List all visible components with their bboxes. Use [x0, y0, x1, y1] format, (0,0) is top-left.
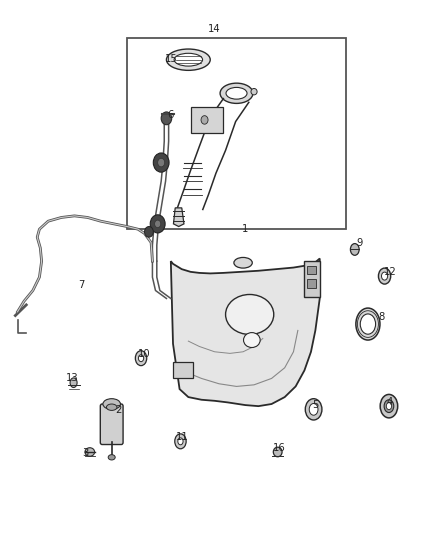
Text: 5: 5: [312, 400, 318, 410]
Ellipse shape: [356, 308, 380, 340]
Ellipse shape: [380, 394, 398, 418]
Text: 13: 13: [66, 374, 78, 383]
Text: 2: 2: [115, 406, 121, 415]
Ellipse shape: [226, 294, 274, 335]
Bar: [127, 38, 346, 229]
Ellipse shape: [108, 455, 115, 460]
Text: 8: 8: [378, 312, 384, 322]
Ellipse shape: [384, 400, 394, 413]
Polygon shape: [173, 208, 184, 227]
Ellipse shape: [309, 403, 318, 415]
Polygon shape: [191, 107, 223, 133]
Text: 3: 3: [82, 448, 88, 458]
Text: 11: 11: [175, 432, 188, 442]
Ellipse shape: [251, 88, 257, 95]
Ellipse shape: [70, 378, 77, 387]
Circle shape: [153, 153, 169, 172]
Bar: [307, 279, 316, 288]
Ellipse shape: [378, 268, 391, 284]
Polygon shape: [304, 261, 320, 297]
Circle shape: [161, 112, 172, 125]
Ellipse shape: [234, 257, 252, 268]
Ellipse shape: [220, 83, 253, 103]
Text: 16: 16: [273, 443, 286, 453]
Ellipse shape: [305, 399, 322, 420]
Ellipse shape: [178, 438, 183, 445]
Circle shape: [155, 220, 161, 228]
Circle shape: [158, 158, 165, 167]
Text: 1: 1: [242, 224, 248, 234]
Ellipse shape: [244, 333, 260, 348]
Text: 14: 14: [208, 25, 220, 34]
Ellipse shape: [350, 244, 359, 255]
Ellipse shape: [360, 314, 375, 334]
Ellipse shape: [273, 447, 282, 457]
Text: 4: 4: [387, 398, 393, 407]
Ellipse shape: [135, 351, 147, 366]
Text: 12: 12: [383, 267, 396, 277]
Text: 7: 7: [78, 280, 84, 290]
FancyBboxPatch shape: [100, 404, 123, 445]
Circle shape: [201, 116, 208, 124]
Circle shape: [145, 227, 153, 237]
Bar: [307, 266, 316, 274]
Ellipse shape: [386, 403, 392, 409]
Polygon shape: [171, 259, 320, 406]
Ellipse shape: [226, 87, 247, 99]
Text: 15: 15: [164, 54, 177, 63]
Polygon shape: [173, 362, 193, 378]
Ellipse shape: [174, 53, 203, 66]
Ellipse shape: [175, 434, 186, 449]
Text: 6: 6: [168, 110, 174, 119]
Text: 10: 10: [138, 350, 151, 359]
Ellipse shape: [103, 399, 120, 409]
Ellipse shape: [106, 404, 117, 410]
Circle shape: [150, 215, 165, 233]
Ellipse shape: [138, 355, 144, 361]
Ellipse shape: [85, 448, 95, 456]
Ellipse shape: [166, 49, 210, 70]
Text: 9: 9: [356, 238, 362, 247]
Ellipse shape: [381, 272, 388, 280]
